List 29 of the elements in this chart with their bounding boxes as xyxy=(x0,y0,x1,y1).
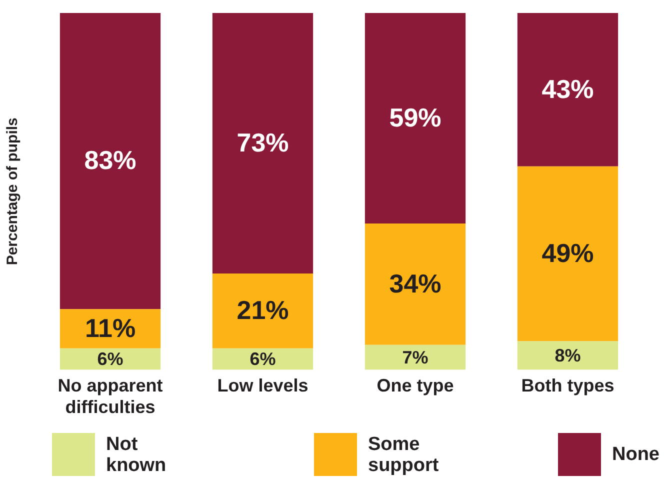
bar xyxy=(364,224,466,345)
legend-label: Some support xyxy=(368,434,440,476)
bar xyxy=(517,341,618,370)
bar xyxy=(212,13,314,274)
x-tick-label: One type xyxy=(376,376,454,396)
data-label: 83% xyxy=(84,145,136,176)
bar xyxy=(517,166,618,342)
data-label: 49% xyxy=(542,238,594,268)
y-axis-title: Percentage of pupils xyxy=(4,118,22,266)
x-tick-label: Both types xyxy=(521,376,614,396)
data-label: 59% xyxy=(389,102,442,132)
data-label: 21% xyxy=(236,295,289,326)
data-label: 7% xyxy=(402,347,428,368)
data-label: 6% xyxy=(97,349,124,370)
x-tick-label: Low levels xyxy=(217,376,308,396)
bar xyxy=(364,13,466,224)
data-label: 73% xyxy=(236,127,289,158)
data-label: 8% xyxy=(554,345,581,366)
bar xyxy=(60,13,161,310)
bar xyxy=(517,13,618,166)
data-label: 43% xyxy=(542,74,594,104)
data-label: 6% xyxy=(250,349,276,370)
bar xyxy=(364,344,466,370)
x-tick-label: No apparent difficulties xyxy=(58,376,163,418)
bar xyxy=(212,273,314,348)
data-label: 34% xyxy=(389,268,442,298)
data-label: 11% xyxy=(84,312,136,343)
legend-label: None xyxy=(612,444,660,465)
legend-label: Not known xyxy=(106,434,168,476)
